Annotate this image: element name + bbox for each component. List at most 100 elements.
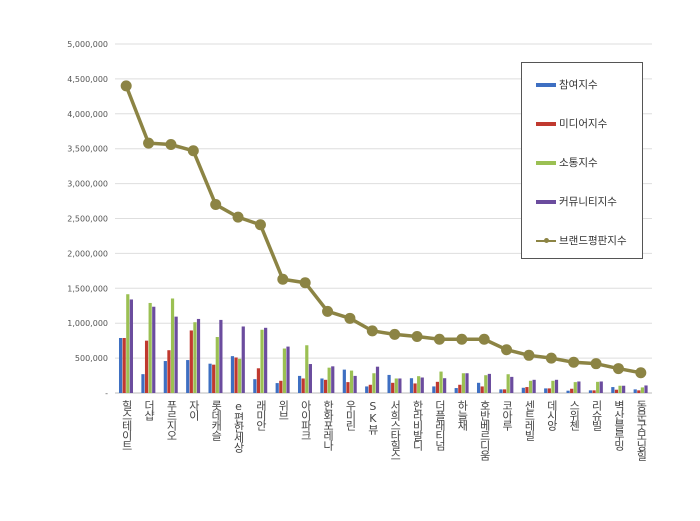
bar-참여지수-리슈빌 bbox=[588, 390, 593, 393]
bar-참여지수-동문굿모닝힐 bbox=[633, 389, 637, 393]
bar-미디어지수-리슈빌 bbox=[592, 390, 596, 393]
x-tick-label: e편한세상 bbox=[232, 400, 246, 452]
point-한라비발디 bbox=[411, 330, 423, 342]
bar-커뮤니티지수-SK뷰 bbox=[375, 366, 380, 393]
bar-커뮤니티지수-스위첸 bbox=[577, 381, 581, 393]
bar-커뮤니티지수-하늘채 bbox=[465, 373, 469, 393]
bar-미디어지수-아이파크 bbox=[301, 378, 305, 393]
point-한화포레나 bbox=[322, 305, 334, 317]
line-marker-icon bbox=[536, 237, 556, 243]
x-tick-label: 우미린 bbox=[343, 400, 357, 430]
bar-커뮤니티지수-푸르지오 bbox=[174, 316, 178, 393]
bar-미디어지수-우미린 bbox=[346, 382, 350, 393]
bar-커뮤니티지수-코아루 bbox=[510, 376, 514, 393]
bar-소통지수-데시앙 bbox=[551, 380, 555, 393]
bar-참여지수-SK뷰 bbox=[365, 386, 369, 393]
legend-item: 소통지수 bbox=[536, 155, 598, 170]
bar-미디어지수-e편한세상 bbox=[234, 357, 238, 393]
bar-미디어지수-위브 bbox=[279, 380, 283, 393]
bar-미디어지수-센트레빌 bbox=[525, 387, 529, 393]
x-tick-label: 센트레빌 bbox=[522, 400, 536, 440]
bar-참여지수-더샵 bbox=[141, 374, 145, 393]
x-tick-label: 푸르지오 bbox=[164, 400, 178, 440]
bar-소통지수-동문굿모닝힐 bbox=[640, 387, 645, 393]
bar-소통지수-하늘채 bbox=[461, 373, 466, 393]
point-자이 bbox=[187, 145, 199, 157]
x-tick-label: 데시앙 bbox=[545, 400, 559, 430]
x-tick-label: 동문굿모닝힐 bbox=[634, 400, 648, 460]
y-axis: - 500,000 1,000,000 1,500,000 2,000,000 2,500… bbox=[67, 40, 108, 398]
bar-소통지수-스위첸 bbox=[573, 382, 577, 393]
bar-소통지수-자이 bbox=[193, 322, 197, 393]
point-벽산블루밍 bbox=[612, 363, 624, 375]
bar-소통지수-더플래티넘 bbox=[439, 371, 443, 393]
bar-커뮤니티지수-우미린 bbox=[353, 375, 357, 393]
x-tick-label: 아이파크 bbox=[299, 400, 313, 440]
bar-소통지수-래미안 bbox=[260, 329, 264, 393]
bar-참여지수-롯데캐슬 bbox=[208, 363, 212, 393]
legend-item: 참여지수 bbox=[536, 77, 598, 92]
bar-미디어지수-벽산블루밍 bbox=[614, 389, 619, 393]
bar-미디어지수-자이 bbox=[189, 330, 193, 393]
y-tick-label: 500,000 bbox=[75, 354, 108, 363]
y-tick-label: 2,000,000 bbox=[67, 249, 108, 258]
point-푸르지오 bbox=[165, 139, 177, 151]
bar-미디어지수-더샵 bbox=[144, 340, 149, 393]
point-아이파크 bbox=[299, 277, 311, 289]
bar-미디어지수-롯데캐슬 bbox=[212, 364, 216, 393]
bar-미디어지수-한라비발디 bbox=[413, 383, 417, 393]
bar-참여지수-한화포레나 bbox=[320, 378, 324, 393]
legend-label: 미디어지수 bbox=[559, 118, 608, 130]
bar-소통지수-센트레빌 bbox=[528, 380, 533, 393]
marker-dot-icon bbox=[544, 237, 549, 243]
bar-소통지수-위브 bbox=[282, 348, 287, 393]
legend-label: 참여지수 bbox=[559, 79, 598, 91]
x-tick-label: 코아루 bbox=[500, 400, 514, 430]
point-호반베르디움 bbox=[478, 333, 490, 345]
point-코아루 bbox=[501, 344, 513, 356]
bar-미디어지수-동문굿모닝힐 bbox=[637, 390, 641, 393]
bar-커뮤니티지수-더샵 bbox=[152, 306, 156, 393]
bar-미디어지수-호반베르디움 bbox=[480, 386, 484, 393]
point-하늘채 bbox=[456, 333, 468, 345]
bar-참여지수-센트레빌 bbox=[521, 387, 525, 393]
point-동문굿모닝힐 bbox=[635, 367, 647, 379]
x-tick-label: 벽산블루밍 bbox=[612, 400, 626, 450]
legend-label: 커뮤니티지수 bbox=[559, 196, 617, 208]
bar-소통지수-우미린 bbox=[349, 370, 354, 393]
bar-커뮤니티지수-호반베르디움 bbox=[487, 373, 491, 393]
bar-참여지수-데시앙 bbox=[544, 388, 548, 393]
x-tick-label: 더플래티넘 bbox=[433, 400, 447, 450]
y-tick-label: 2,500,000 bbox=[67, 215, 108, 224]
bar-미디어지수-서희스타힐스 bbox=[391, 382, 395, 393]
bar-소통지수-호반베르디움 bbox=[484, 375, 488, 393]
bar-소통지수-한라비발디 bbox=[417, 376, 421, 393]
legend-item: 브랜드평판지수 bbox=[536, 233, 627, 248]
line-series bbox=[120, 80, 647, 379]
bar-커뮤니티지수-동문굿모닝힐 bbox=[644, 385, 648, 393]
point-리슈빌 bbox=[590, 358, 602, 370]
bar-소통지수-한화포레나 bbox=[327, 367, 331, 393]
color-swatch bbox=[536, 82, 556, 87]
x-tick-label: 서희스타힐스 bbox=[388, 400, 402, 460]
bar-소통지수-롯데캐슬 bbox=[215, 337, 219, 393]
bar-미디어지수-힐스테이트 bbox=[122, 337, 126, 393]
bar-미디어지수-한화포레나 bbox=[323, 379, 328, 393]
point-래미안 bbox=[254, 219, 266, 231]
bar-커뮤니티지수-벽산블루밍 bbox=[622, 385, 626, 393]
y-tick-label: 3,000,000 bbox=[67, 180, 108, 189]
bar-소통지수-힐스테이트 bbox=[126, 294, 130, 393]
bar-커뮤니티지수-롯데캐슬 bbox=[219, 319, 223, 393]
legend-item: 미디어지수 bbox=[536, 116, 607, 131]
x-tick-label: 자이 bbox=[187, 400, 201, 420]
point-더플래티넘 bbox=[433, 333, 445, 345]
bars bbox=[118, 294, 648, 393]
bar-참여지수-e편한세상 bbox=[230, 356, 235, 393]
bar-참여지수-힐스테이트 bbox=[118, 337, 123, 393]
bar-커뮤니티지수-자이 bbox=[196, 318, 201, 393]
x-tick-label: 래미안 bbox=[254, 400, 268, 430]
point-센트레빌 bbox=[523, 349, 535, 361]
x-tick-label: 힐스테이트 bbox=[120, 400, 134, 450]
x-tick-label: 한라비발디 bbox=[411, 400, 425, 450]
